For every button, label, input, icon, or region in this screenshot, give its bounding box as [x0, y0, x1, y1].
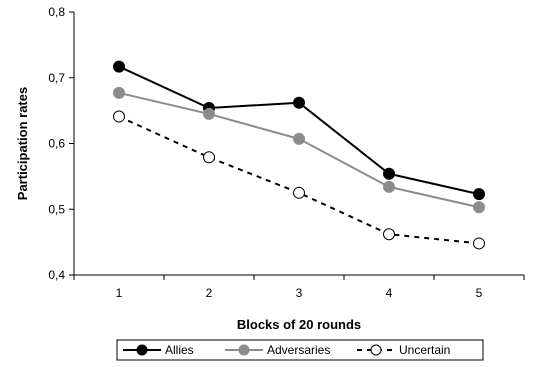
data-point-adversaries: [383, 180, 395, 193]
x-tick-label: 2: [206, 286, 213, 300]
series-layer: [113, 60, 485, 250]
legend-marker-uncertain: [370, 344, 382, 356]
series-adversaries: [113, 86, 485, 214]
legend-label-allies: Allies: [165, 343, 194, 357]
legend-box: [116, 339, 484, 361]
data-point-uncertain: [203, 151, 215, 164]
labels: 0,4 0,5 0,6 0,7 0,8 1 2 3 4 5 Blocks of 20 rounds P…: [15, 5, 483, 332]
legend: Allies Adversaries Uncertain: [116, 339, 484, 361]
data-point-uncertain: [383, 228, 395, 241]
data-point-adversaries: [473, 201, 485, 214]
data-point-uncertain: [293, 186, 305, 199]
legend-label-adversaries: Adversaries: [267, 343, 330, 357]
data-point-adversaries: [203, 107, 215, 120]
data-point-allies: [383, 167, 395, 180]
legend-label-uncertain: Uncertain: [399, 343, 450, 357]
x-tick-label: 5: [476, 286, 483, 300]
series-line-allies: [118, 65, 480, 196]
data-point-uncertain: [473, 237, 485, 250]
data-point-adversaries: [113, 86, 125, 99]
y-tick-label: 0,8: [48, 5, 65, 19]
y-tick-label: 0,4: [48, 268, 65, 282]
x-axis-title: Blocks of 20 rounds: [237, 317, 361, 332]
legend-marker-adversaries: [238, 344, 250, 356]
data-point-uncertain: [113, 110, 125, 123]
x-tick-label: 3: [296, 286, 303, 300]
data-point-allies: [113, 60, 125, 73]
series-uncertain: [113, 110, 485, 250]
axes: [69, 11, 525, 280]
data-point-allies: [293, 96, 305, 109]
y-axis-title: Participation rates: [15, 87, 30, 200]
y-tick-label: 0,5: [48, 202, 65, 216]
y-tick-label: 0,6: [48, 137, 65, 151]
series-line-uncertain: [118, 115, 480, 245]
x-tick-label: 1: [116, 286, 123, 300]
data-point-adversaries: [293, 132, 305, 145]
series-allies: [113, 60, 485, 201]
y-tick-label: 0,7: [48, 71, 65, 85]
x-tick-label: 4: [386, 286, 393, 300]
legend-marker-allies: [136, 344, 148, 356]
data-point-allies: [473, 188, 485, 201]
